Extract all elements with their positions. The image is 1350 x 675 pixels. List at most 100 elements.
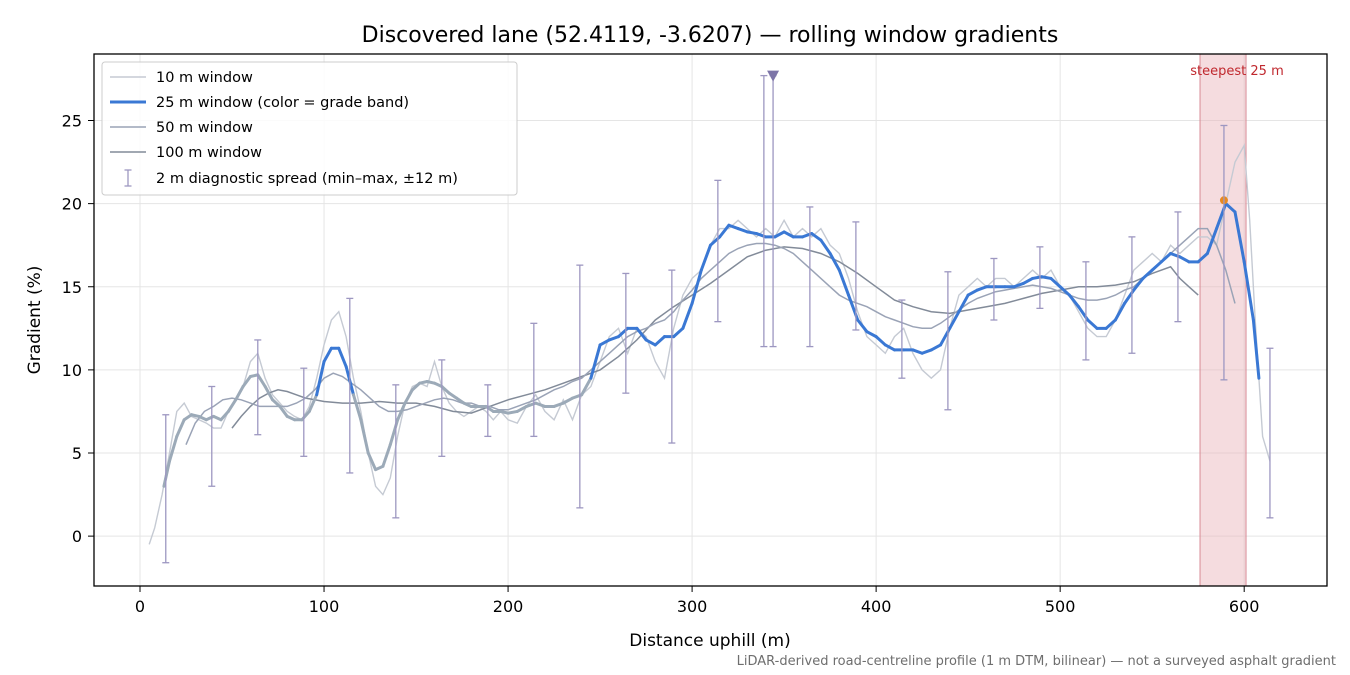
series-25m-segment xyxy=(410,381,422,392)
legend-swatch-spread xyxy=(124,169,132,187)
legend-label-25m: 25 m window (color = grade band) xyxy=(156,95,409,111)
series-25m-segment xyxy=(607,335,620,342)
legend-label-spread: 2 m diagnostic spread (min–max, ±12 m) xyxy=(156,171,458,187)
series-25m-segment xyxy=(773,230,786,239)
series-layer xyxy=(148,142,1271,545)
series-25m-segment xyxy=(1086,318,1099,330)
series-50m-line xyxy=(185,227,1236,445)
series-25m-segment xyxy=(167,434,179,463)
series-25m-segment xyxy=(1159,252,1173,264)
series-25m-segment xyxy=(699,243,712,272)
series-25m-segment xyxy=(1021,276,1035,285)
legend-label-10m: 10 m window xyxy=(156,70,253,86)
steepest-band-label: steepest 25 m xyxy=(1190,64,1283,79)
series-25m-segment xyxy=(1224,202,1237,214)
series-25m-segment xyxy=(1205,227,1219,255)
series-25m-segment xyxy=(1251,318,1261,380)
series-25m-segment xyxy=(337,346,348,369)
series-25m-segment xyxy=(403,388,414,405)
series-25m-segment xyxy=(256,373,267,388)
series-25m-segment xyxy=(819,238,832,255)
series-25m-segment xyxy=(1104,318,1117,330)
series-25m-segment xyxy=(782,230,795,239)
clipped-max-marker xyxy=(767,70,780,82)
series-25m-segment xyxy=(874,335,887,347)
series-25m-segment xyxy=(966,288,979,297)
series-25m-segment xyxy=(672,326,685,339)
x-tick-label: 0 xyxy=(135,597,145,616)
series-25m-segment xyxy=(580,376,593,397)
series-25m-segment xyxy=(322,346,333,364)
legend-label-50m: 50 m window xyxy=(156,120,253,136)
series-25m-segment xyxy=(515,404,528,413)
y-tick-label: 25 xyxy=(62,112,82,131)
x-tick-label: 500 xyxy=(1045,597,1076,616)
x-tick-label: 600 xyxy=(1229,597,1260,616)
series-25m-segment xyxy=(837,268,851,297)
series-25m-segment xyxy=(681,301,694,330)
series-25m-segment xyxy=(219,409,230,422)
series-25m-segment xyxy=(653,335,666,347)
x-tick-label: 100 xyxy=(309,597,340,616)
series-25m-segment xyxy=(307,393,319,413)
series-25m-segment xyxy=(351,393,363,422)
series-25m-segment xyxy=(271,398,282,408)
plot-frame xyxy=(93,53,1328,587)
series-25m-segment xyxy=(727,223,740,231)
series-25m-segment xyxy=(1058,285,1071,297)
y-tick-label: 15 xyxy=(62,278,82,297)
footnote: LiDAR-derived road-centreline profile (1… xyxy=(737,654,1336,669)
series-25m-segment xyxy=(828,252,841,272)
series-25m-segment xyxy=(911,348,924,355)
steepest-band xyxy=(1199,53,1247,587)
series-25m-segment xyxy=(506,409,519,415)
series-25m-segment xyxy=(1012,281,1025,289)
x-tick-label: 300 xyxy=(677,597,708,616)
series-25m-segment xyxy=(690,268,703,305)
series-25m-segment xyxy=(278,404,289,418)
series-25m-segment xyxy=(241,375,252,388)
series-25m-segment xyxy=(234,385,245,402)
series-25m-segment xyxy=(745,230,759,236)
series-25m-segment xyxy=(226,398,238,413)
y-tick-label: 0 xyxy=(72,527,82,546)
legend-label-100m: 100 m window xyxy=(156,145,262,161)
series-25m-segment xyxy=(561,396,574,405)
series-25m-segment xyxy=(263,385,275,402)
series-25m-segment xyxy=(635,326,648,342)
series-25m-segment xyxy=(534,401,547,408)
series-25m-segment xyxy=(1196,252,1209,264)
series-25m-segment xyxy=(810,232,823,242)
y-tick-label: 20 xyxy=(62,195,82,214)
series-25m-segment xyxy=(175,418,186,438)
series-25m-segment xyxy=(920,348,933,355)
series-25m-segment xyxy=(396,401,407,422)
y-axis-label: Gradient (%) xyxy=(25,266,45,375)
series-25m-segment xyxy=(929,343,943,352)
series-25m-segment xyxy=(598,338,611,347)
series-25m-segment xyxy=(381,443,392,468)
steepest-band-layer: steepest 25 m xyxy=(1190,53,1284,587)
series-25m-segment xyxy=(736,227,749,234)
diagnostic-spread-layer xyxy=(162,70,1274,564)
series-25m-segment xyxy=(1132,276,1145,292)
series-25m-segment xyxy=(957,293,970,314)
axis-ticks: 0 100 200 300 400 500 600 0 5 10 15 20 25 xyxy=(62,112,1260,617)
series-25m-segment xyxy=(315,360,326,397)
series-25m-segment xyxy=(1150,260,1163,272)
series-25m-segment xyxy=(975,285,989,292)
legend: 10 m window 25 m window (color = grade b… xyxy=(101,61,518,196)
series-25m-segment xyxy=(1040,275,1053,280)
y-tick-label: 10 xyxy=(62,361,82,380)
series-25m-segment xyxy=(883,343,897,352)
series-25m-segment xyxy=(865,330,878,339)
series-25m-segment xyxy=(552,401,565,408)
series-25m-segment xyxy=(1141,268,1154,280)
series-25m-segment xyxy=(644,338,657,347)
legend-box xyxy=(101,61,518,196)
x-tick-label: 400 xyxy=(861,597,892,616)
series-10m-line xyxy=(148,142,1271,545)
series-25m-segment xyxy=(366,451,378,472)
series-25m-segment xyxy=(162,459,171,488)
series-25m-segment xyxy=(948,310,961,330)
